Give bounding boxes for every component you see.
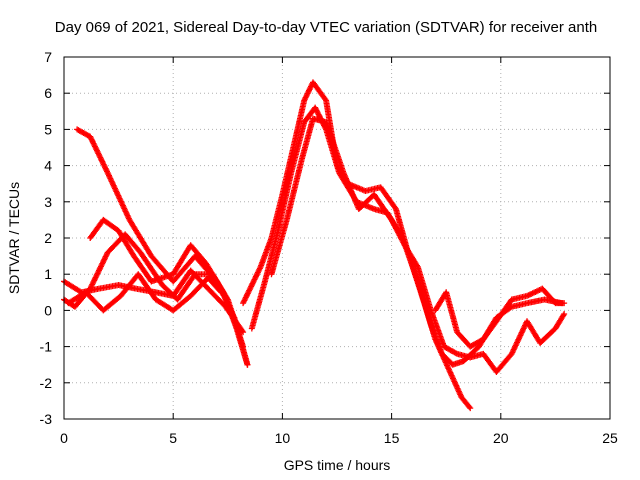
series-track-1 [74, 126, 251, 368]
chart-title: Day 069 of 2021, Sidereal Day-to-day VTE… [55, 19, 597, 36]
y-tick-label: 1 [44, 266, 52, 282]
series-track-7 [248, 104, 565, 368]
data-point [223, 295, 230, 302]
series-track-9 [432, 285, 568, 350]
plot-frame [63, 56, 611, 420]
y-tick-label: -3 [40, 411, 53, 427]
data-point [244, 361, 251, 368]
x-axis-label: GPS time / hours [284, 457, 391, 473]
data-point [466, 403, 473, 410]
data-point [240, 343, 247, 350]
y-tick-label: 2 [44, 230, 52, 246]
series-track-4 [61, 267, 247, 336]
y-tick-label: 4 [44, 158, 52, 174]
data-point [392, 204, 399, 211]
y-tick-label: -2 [40, 375, 53, 391]
x-tick-label: 0 [60, 430, 68, 446]
x-tick-label: 20 [493, 430, 509, 446]
data-point [467, 405, 474, 412]
y-tick-label: 0 [44, 302, 52, 318]
data-point [218, 289, 225, 296]
y-axis-label: SDTVAR / TECUs [6, 182, 22, 294]
data-point [240, 329, 247, 336]
x-tick-label: 25 [602, 430, 618, 446]
data-point [560, 312, 567, 319]
grid [64, 57, 610, 419]
data-point [322, 96, 329, 103]
x-tick-label: 5 [169, 430, 177, 446]
data-point [561, 311, 568, 318]
data-point [452, 350, 459, 357]
y-tick-label: 3 [44, 194, 52, 210]
data-point [217, 288, 224, 295]
data-point [239, 327, 246, 334]
data-point [561, 300, 568, 307]
y-tick-label: 5 [44, 121, 52, 137]
data-points [61, 79, 568, 412]
x-tick-label: 15 [384, 430, 400, 446]
y-tick-label: 7 [44, 49, 52, 65]
y-tick-label: -1 [40, 339, 53, 355]
y-tick-label: 6 [44, 85, 52, 101]
series-track-8 [268, 115, 568, 375]
series-track-5 [65, 271, 225, 314]
x-tick-label: 10 [275, 430, 291, 446]
